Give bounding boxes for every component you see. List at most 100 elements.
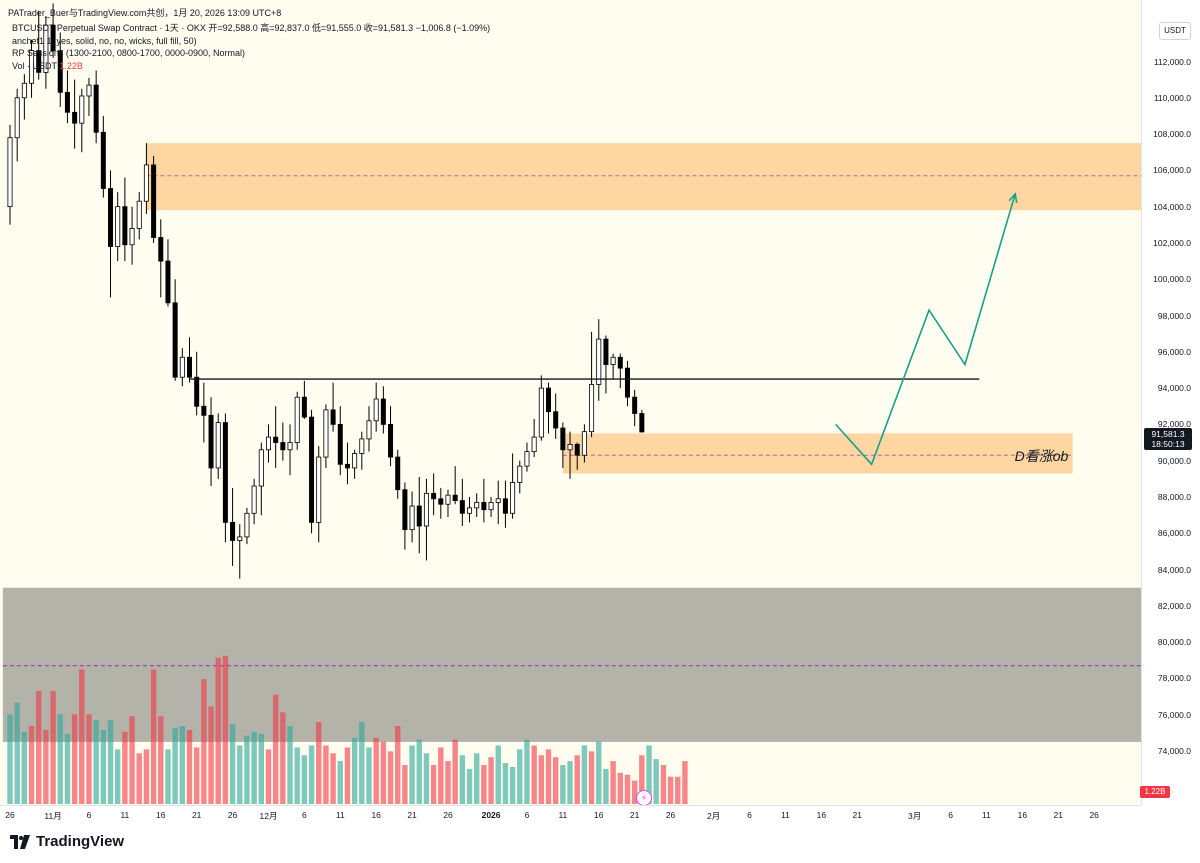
candle[interactable] [373, 398, 379, 422]
candle[interactable] [294, 396, 300, 443]
candle[interactable] [179, 356, 185, 378]
candle[interactable] [165, 260, 171, 304]
candle[interactable] [301, 396, 307, 418]
candle[interactable] [344, 463, 350, 469]
candle[interactable] [115, 206, 121, 247]
candle[interactable] [64, 91, 70, 113]
legend-symbol[interactable]: BTCUSDT Perpetual Swap Contract · 1天 · O… [12, 22, 490, 35]
candle[interactable] [589, 384, 595, 433]
candle[interactable] [538, 387, 544, 438]
candle[interactable] [43, 24, 49, 73]
tradingview-brand[interactable]: TradingView [10, 833, 124, 850]
legend-indicator-2[interactable]: RP Sessions (1300-2100, 0800-1700, 0000-… [12, 48, 245, 58]
candle[interactable] [208, 414, 214, 469]
candle[interactable] [323, 409, 329, 458]
candle[interactable] [79, 95, 85, 124]
candle[interactable] [330, 409, 336, 425]
candle[interactable] [603, 338, 609, 365]
candle[interactable] [488, 502, 494, 511]
candle[interactable] [337, 423, 343, 465]
candle[interactable] [265, 436, 271, 451]
candle[interactable] [459, 500, 465, 514]
candle[interactable] [194, 376, 200, 407]
candle[interactable] [431, 492, 437, 500]
candle[interactable] [639, 413, 645, 433]
candle[interactable] [380, 398, 386, 425]
bullish-order-block[interactable] [562, 433, 1073, 474]
candle[interactable] [610, 356, 616, 365]
candle[interactable] [122, 206, 128, 246]
candle[interactable] [50, 24, 56, 52]
candle[interactable] [29, 50, 35, 84]
candle[interactable] [402, 489, 408, 531]
candle[interactable] [502, 498, 508, 514]
gray-zone[interactable] [2, 587, 1141, 742]
candle[interactable] [201, 405, 207, 416]
candle[interactable] [632, 396, 638, 414]
candle[interactable] [445, 494, 451, 505]
currency-unit-button[interactable]: USDT [1159, 22, 1191, 40]
candle[interactable] [280, 442, 286, 451]
candle[interactable] [244, 512, 250, 538]
candle[interactable] [581, 431, 587, 456]
legend-indicator-1[interactable]: anchef1 1, yes, solid, no, no, wicks, fu… [12, 35, 197, 46]
price-chart[interactable] [0, 0, 1141, 805]
candle[interactable] [452, 494, 458, 502]
candle[interactable] [57, 50, 63, 93]
candle[interactable] [100, 131, 106, 189]
candle[interactable] [495, 498, 501, 503]
candle[interactable] [438, 498, 444, 505]
candle[interactable] [524, 451, 530, 467]
candle[interactable] [567, 443, 573, 451]
candle[interactable] [151, 164, 157, 238]
candle[interactable] [93, 84, 99, 133]
candle[interactable] [517, 465, 523, 483]
candle[interactable] [172, 302, 178, 378]
candle[interactable] [309, 416, 315, 523]
candle[interactable] [316, 456, 322, 523]
candle[interactable] [21, 82, 27, 99]
candle[interactable] [158, 237, 164, 262]
candle[interactable] [273, 436, 279, 443]
projection-path[interactable] [835, 193, 1016, 466]
candle[interactable] [467, 507, 473, 514]
candle[interactable] [624, 367, 630, 398]
candle[interactable] [510, 482, 516, 514]
candle[interactable] [474, 502, 480, 509]
candle[interactable] [287, 442, 293, 451]
candle[interactable] [388, 423, 394, 458]
candle[interactable] [230, 521, 236, 541]
candle[interactable] [546, 387, 552, 413]
candle[interactable] [86, 84, 92, 97]
legend-volume[interactable]: Vol · USDT 1.22B [12, 60, 490, 73]
chart-area[interactable]: PATrader_Buer与TradingView.com共创，1月 20, 2… [0, 0, 1141, 805]
candle[interactable] [7, 137, 13, 208]
candle[interactable] [215, 422, 221, 469]
candle[interactable] [531, 436, 537, 453]
candle[interactable] [36, 50, 42, 73]
candle[interactable] [574, 443, 580, 456]
candle[interactable] [237, 536, 243, 541]
candle[interactable] [136, 200, 142, 229]
candle[interactable] [395, 456, 401, 491]
candle[interactable] [409, 505, 415, 531]
candle[interactable] [352, 453, 358, 469]
candle[interactable] [560, 427, 566, 451]
candle[interactable] [423, 492, 429, 527]
candle[interactable] [186, 356, 192, 378]
price-axis[interactable]: USDT 91,581.3 18:50:13 112,000.0 110,000.… [1141, 0, 1200, 805]
candle[interactable] [596, 338, 602, 385]
candle[interactable] [416, 505, 422, 527]
candle[interactable] [129, 228, 135, 246]
candle[interactable] [481, 502, 487, 511]
lightning-icon[interactable]: ⚡ [636, 790, 652, 805]
candle[interactable] [222, 422, 228, 523]
candle[interactable] [143, 164, 149, 202]
candle[interactable] [258, 449, 264, 487]
candle[interactable] [108, 188, 114, 247]
candle[interactable] [251, 485, 257, 514]
candle[interactable] [366, 420, 372, 440]
candle[interactable] [359, 438, 365, 454]
candle[interactable] [72, 111, 78, 124]
candle[interactable] [553, 411, 559, 429]
